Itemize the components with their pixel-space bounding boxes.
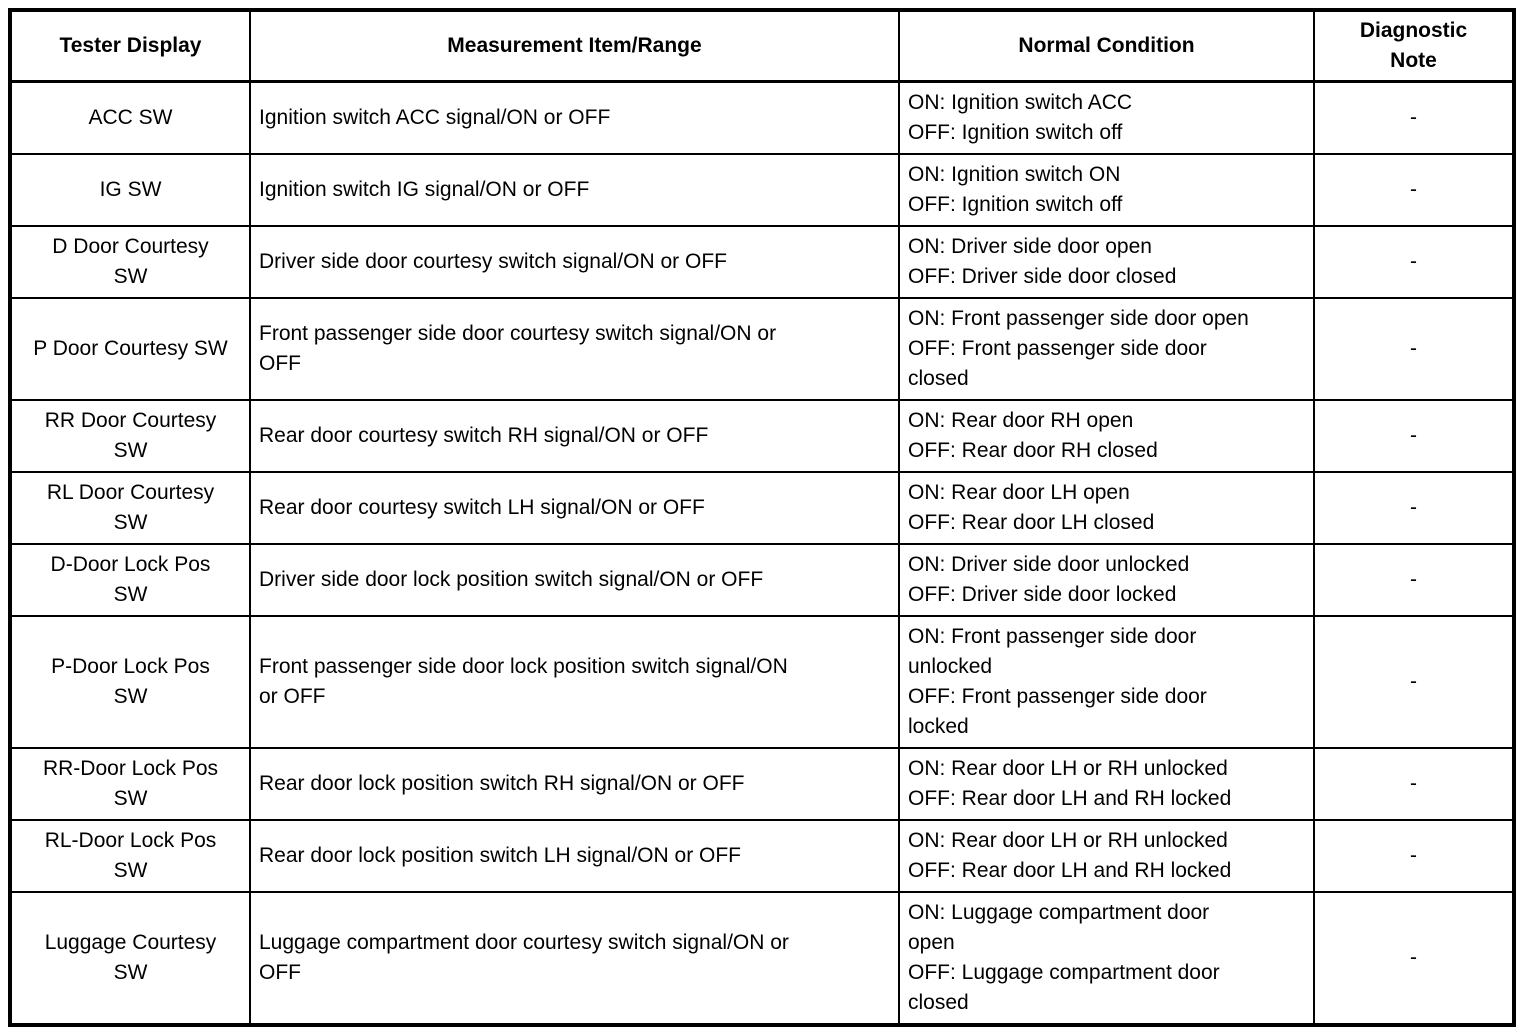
tester-display-cell: RL Door Courtesy SW (9, 471, 251, 545)
table-row: Luggage Courtesy SW Luggage compartment d… (9, 891, 1515, 1026)
diagnostic-data-list-table: Tester Display Measurement Item/Range No… (8, 8, 1516, 1027)
measurement-item-range-cell: Driver side door lock position switch si… (249, 543, 900, 617)
header-row: Tester Display Measurement Item/Range No… (9, 9, 1515, 83)
tester-display-cell: RL-Door Lock Pos SW (9, 819, 251, 893)
tester-display-cell: D-Door Lock Pos SW (9, 543, 251, 617)
measurement-item-range-cell: Rear door courtesy switch LH signal/ON o… (249, 471, 900, 545)
normal-condition-cell: ON: Rear door LH or RH unlocked OFF: Rea… (898, 747, 1315, 821)
header-diagnostic-note: Diagnostic Note (1313, 9, 1515, 83)
table-row: ACC SW Ignition switch ACC signal/ON or O… (9, 80, 1515, 155)
diagnostic-note-cell: - (1313, 471, 1515, 545)
measurement-item-range-cell: Rear door lock position switch LH signal… (249, 819, 900, 893)
normal-condition-cell: ON: Rear door LH open OFF: Rear door LH … (898, 471, 1315, 545)
measurement-item-range-cell: Front passenger side door lock position … (249, 615, 900, 749)
tester-display-cell: ACC SW (9, 80, 251, 155)
tester-display-cell: IG SW (9, 153, 251, 227)
measurement-item-range-cell: Rear door lock position switch RH signal… (249, 747, 900, 821)
tester-display-cell: RR-Door Lock Pos SW (9, 747, 251, 821)
table-row: D Door Courtesy SW Driver side door court… (9, 225, 1515, 299)
table-row: P Door Courtesy SW Front passenger side d… (9, 297, 1515, 401)
tester-display-cell: P Door Courtesy SW (9, 297, 251, 401)
diagnostic-note-cell: - (1313, 819, 1515, 893)
diagnostic-note-cell: - (1313, 80, 1515, 155)
measurement-item-range-cell: Ignition switch ACC signal/ON or OFF (249, 80, 900, 155)
measurement-item-range-cell: Rear door courtesy switch RH signal/ON o… (249, 399, 900, 473)
diagnostic-note-cell: - (1313, 615, 1515, 749)
tester-display-cell: D Door Courtesy SW (9, 225, 251, 299)
normal-condition-cell: ON: Rear door LH or RH unlocked OFF: Rea… (898, 819, 1315, 893)
diagnostic-note-cell: - (1313, 543, 1515, 617)
measurement-item-range-cell: Luggage compartment door courtesy switch… (249, 891, 900, 1026)
tester-display-cell: P-Door Lock Pos SW (9, 615, 251, 749)
table-row: IG SW Ignition switch IG signal/ON or OFF… (9, 153, 1515, 227)
diagnostic-note-cell: - (1313, 891, 1515, 1026)
measurement-item-range-cell: Ignition switch IG signal/ON or OFF (249, 153, 900, 227)
normal-condition-cell: ON: Luggage compartment door open OFF: L… (898, 891, 1315, 1026)
normal-condition-cell: ON: Ignition switch ACC OFF: Ignition sw… (898, 80, 1315, 155)
diagnostic-note-cell: - (1313, 153, 1515, 227)
header-normal-condition: Normal Condition (898, 9, 1315, 83)
diagnostic-note-cell: - (1313, 747, 1515, 821)
normal-condition-cell: ON: Ignition switch ON OFF: Ignition swi… (898, 153, 1315, 227)
tester-display-cell: RR Door Courtesy SW (9, 399, 251, 473)
table-row: P-Door Lock Pos SW Front passenger side d… (9, 615, 1515, 749)
table-row: RL Door Courtesy SW Rear door courtesy sw… (9, 471, 1515, 545)
measurement-item-range-cell: Front passenger side door courtesy switc… (249, 297, 900, 401)
diagnostic-note-cell: - (1313, 399, 1515, 473)
normal-condition-cell: ON: Front passenger side door unlocked O… (898, 615, 1315, 749)
normal-condition-cell: ON: Front passenger side door open OFF: … (898, 297, 1315, 401)
normal-condition-cell: ON: Driver side door open OFF: Driver si… (898, 225, 1315, 299)
normal-condition-cell: ON: Rear door RH open OFF: Rear door RH … (898, 399, 1315, 473)
diagnostic-note-cell: - (1313, 297, 1515, 401)
table-row: RL-Door Lock Pos SW Rear door lock positi… (9, 819, 1515, 893)
table-row: RR-Door Lock Pos SW Rear door lock positi… (9, 747, 1515, 821)
header-tester-display: Tester Display (9, 9, 251, 83)
header-measurement-item-range: Measurement Item/Range (249, 9, 900, 83)
measurement-item-range-cell: Driver side door courtesy switch signal/… (249, 225, 900, 299)
diagnostic-note-cell: - (1313, 225, 1515, 299)
tester-display-cell: Luggage Courtesy SW (9, 891, 251, 1026)
normal-condition-cell: ON: Driver side door unlocked OFF: Drive… (898, 543, 1315, 617)
table-row: D-Door Lock Pos SW Driver side door lock … (9, 543, 1515, 617)
table-row: RR Door Courtesy SW Rear door courtesy sw… (9, 399, 1515, 473)
